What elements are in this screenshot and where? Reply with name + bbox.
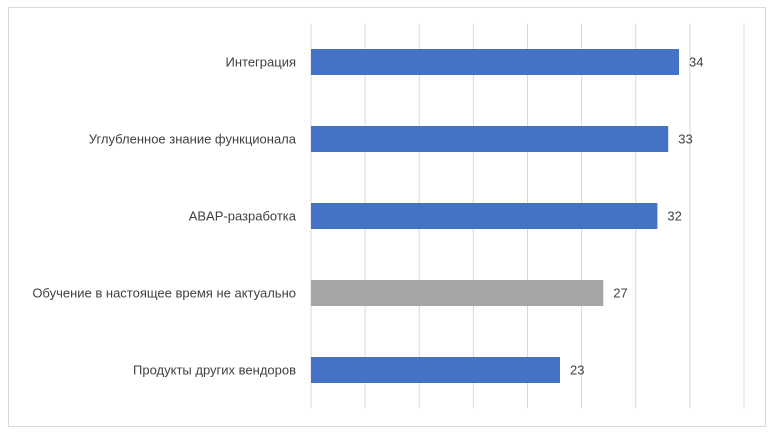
bar [311,357,560,383]
bar [311,49,680,75]
bar [311,280,604,306]
value-label: 23 [570,362,584,377]
value-label: 34 [689,54,703,69]
y-tick-label: Продукты других вендоров [133,362,296,377]
y-tick-label: Интеграция [225,54,296,69]
bar [311,203,658,229]
y-tick-label: Обучение в настоящее время не актуально [32,285,296,300]
y-tick-label: ABAP-разработка [189,208,297,223]
value-label: 33 [678,131,692,146]
value-label: 32 [667,208,681,223]
bar [311,126,669,152]
y-tick-label: Углубленное знание функционала [89,131,297,146]
value-label: 27 [613,285,627,300]
